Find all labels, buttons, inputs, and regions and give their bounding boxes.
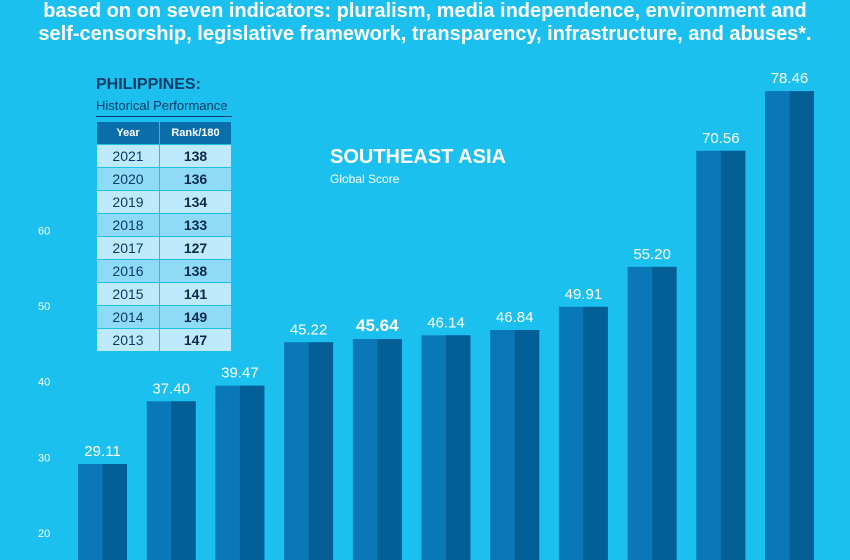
year-cell: 2021	[96, 144, 160, 168]
bar-value-label: 29.11	[84, 443, 120, 460]
year-cell: 2017	[96, 236, 160, 260]
table-row: 2015 141	[96, 282, 232, 306]
y-tick-label: 20	[38, 528, 50, 540]
bar-shade	[308, 342, 334, 560]
rank-cell: 149	[159, 305, 232, 329]
bar-value-label: 46.84	[496, 309, 534, 326]
bar-value-label: 46.14	[427, 314, 465, 331]
historical-performance-table: Year Rank/180 2021 138 2020 136 2019 134 2018 1…	[96, 121, 232, 352]
philippines-subtitle: Historical Performance	[96, 98, 232, 117]
year-cell: 2013	[96, 328, 160, 352]
bar-shade	[377, 339, 402, 560]
rank-cell: 133	[159, 213, 232, 237]
bar-shade	[171, 401, 196, 560]
bar-value-label: 78.46	[771, 70, 809, 87]
rank-cell: 136	[159, 167, 232, 191]
bar-value-label: 39.47	[221, 365, 259, 382]
y-tick-label: 50	[38, 301, 50, 313]
rank-cell: 134	[159, 190, 232, 214]
bar-value-label: 70.56	[702, 130, 740, 147]
bar-shade	[514, 330, 540, 560]
y-tick-label: 40	[38, 377, 50, 389]
rank-cell: 147	[159, 328, 232, 352]
table-row: 2020 136	[96, 167, 232, 191]
year-cell: 2018	[96, 213, 160, 237]
bar-shade	[102, 463, 127, 560]
bar-shade	[446, 335, 471, 560]
rank-cell: 141	[159, 282, 232, 306]
bar-value-label: 45.22	[290, 321, 328, 338]
rank-cell: 127	[159, 236, 232, 260]
table-row: 2013 147	[96, 328, 232, 352]
table-header-row: Year Rank/180	[96, 121, 232, 145]
year-cell: 2016	[96, 259, 160, 283]
year-cell: 2019	[96, 190, 160, 214]
philippines-title: PHILIPPINES:	[96, 76, 201, 93]
bar-value-label: 45.64	[356, 316, 399, 335]
rank-cell: 138	[159, 259, 232, 283]
header-line-2: self-censorship, legislative framework, …	[38, 23, 812, 45]
y-tick-label: 30	[38, 452, 50, 464]
bar-shade	[583, 306, 608, 560]
year-cell: 2014	[96, 305, 160, 329]
header-line-1: based on on seven indicators: pluralism,…	[43, 0, 807, 22]
year-cell: 2020	[96, 167, 160, 191]
header-text: based on on seven indicators: pluralism,…	[0, 0, 850, 46]
bar-shade	[789, 91, 814, 560]
table-row: 2019 134	[96, 190, 232, 214]
chart-subtitle: Global Score	[330, 172, 400, 186]
rank-cell: 138	[159, 144, 232, 168]
table-row: 2016 138	[96, 259, 232, 283]
column-header-rank: Rank/180	[159, 121, 232, 145]
table-row: 2021 138	[96, 144, 232, 168]
chart-title: SOUTHEAST ASIA	[330, 146, 506, 168]
bar-shade	[652, 266, 677, 560]
bar-value-label: 49.91	[565, 286, 603, 303]
column-header-year: Year	[96, 121, 160, 145]
table-row: 2018 133	[96, 213, 232, 237]
bar-shade	[720, 150, 746, 560]
year-cell: 2015	[96, 282, 160, 306]
bar-value-label: 55.20	[633, 246, 671, 263]
bar-value-label: 37.40	[152, 380, 190, 397]
table-row: 2014 149	[96, 305, 232, 329]
bar-shade	[239, 385, 265, 560]
table-row: 2017 127	[96, 236, 232, 260]
y-tick-label: 60	[38, 226, 50, 238]
